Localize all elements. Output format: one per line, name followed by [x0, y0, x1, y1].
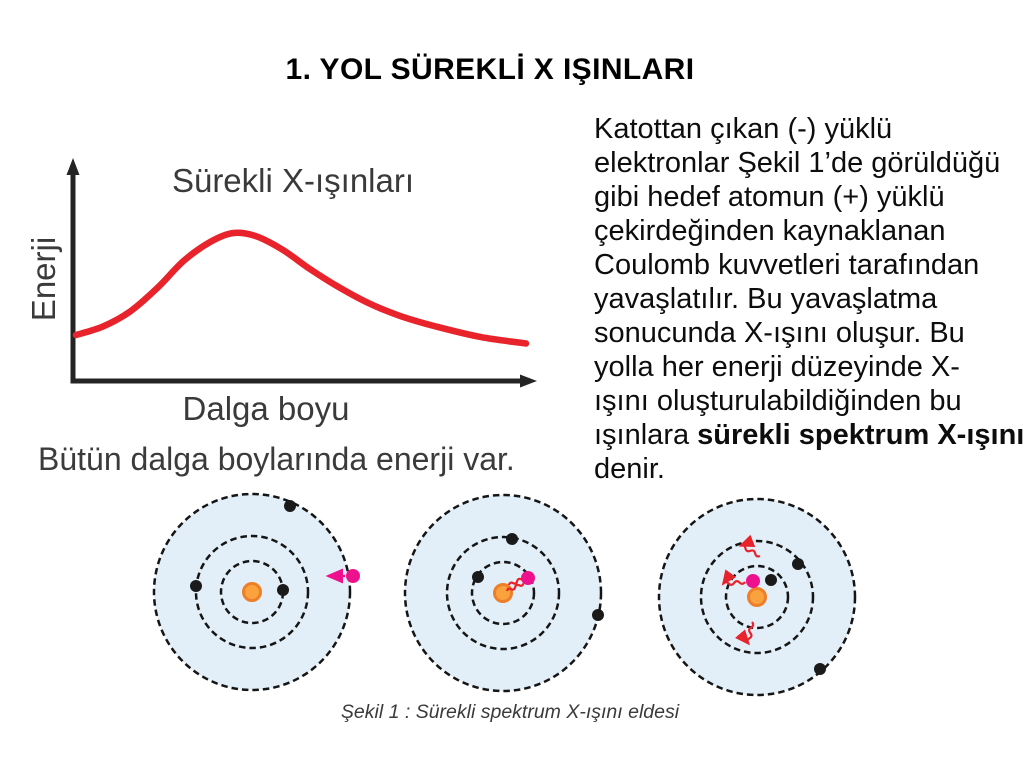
- body-text-line: ışınlara sürekli spektrum X-ışını: [594, 418, 1024, 452]
- inner-orbit: [470, 560, 536, 626]
- body-text-emphasis: sürekli spektrum X-ışını: [697, 419, 1024, 451]
- y-axis-arrowhead: [66, 158, 80, 175]
- inner-orbit: [724, 564, 790, 630]
- xray-wave-arrow: [738, 534, 761, 558]
- body-text-segment: ışınlara: [594, 419, 698, 451]
- nucleus-icon: [242, 582, 262, 602]
- incoming-electron-dot: [346, 569, 360, 583]
- middle-orbit: [194, 534, 310, 650]
- chart-note: Bütün dalga boylarında enerji var.: [38, 441, 515, 477]
- body-text-line: sonucunda X-ışını oluşur. Bu: [594, 317, 965, 349]
- atom-figure: [152, 492, 857, 697]
- body-text-line: gibi hedef atomun (+) yüklü: [594, 181, 945, 213]
- body-text-line: denir.: [594, 453, 665, 485]
- nucleus-icon: [747, 587, 767, 607]
- slide-title: 1. YOL SÜREKLİ X IŞINLARI: [285, 53, 695, 86]
- body-text-line: yolla her enerji düzeyinde X-: [594, 351, 960, 383]
- spectrum-curve: [72, 229, 530, 347]
- atom-diagram-deceleration: [403, 493, 604, 693]
- x-axis-label: Dalga boyu: [183, 390, 350, 427]
- body-text-line: elektronlar Şekil 1’de görüldüğü: [594, 147, 1001, 179]
- atom-diagram-xray-emission: [657, 497, 857, 697]
- electron-dot: [190, 580, 202, 592]
- body-text-line: Coulomb kuvvetleri tarafından: [594, 249, 980, 281]
- electron-dot: [472, 571, 484, 583]
- atom-diagram-incoming-electron: [152, 492, 360, 692]
- middle-orbit: [699, 539, 815, 655]
- electron-dot: [506, 533, 518, 545]
- x-axis-arrowhead: [520, 374, 537, 388]
- figure-caption: Şekil 1 : Sürekli spektrum X-ışını eldes…: [340, 701, 680, 723]
- chart-title: Sürekli X-ışınları: [172, 162, 414, 199]
- electron-dot: [814, 663, 826, 675]
- chart-axes: [66, 158, 537, 388]
- spectrum-chart: Sürekli X-ışınları Enerji Dalga boyu: [25, 158, 537, 427]
- decelerating-electron-dot: [521, 571, 535, 585]
- electron-dot: [284, 500, 296, 512]
- body-text-line: çekirdeğinden kaynaklanan: [594, 215, 946, 247]
- coulomb-wave-icon: [505, 583, 525, 592]
- y-axis-label: Enerji: [25, 237, 62, 321]
- emitting-electron-dot: [746, 574, 760, 588]
- xray-wave-arrow: [721, 569, 746, 586]
- body-text: Katottan çıkan (-) yüklü elektronlar Şek…: [594, 112, 1024, 486]
- body-text-line: ışını oluşturulabildiğinden bu: [594, 385, 962, 417]
- electron-dot: [792, 558, 804, 570]
- electron-dot: [277, 584, 289, 596]
- electron-dot: [592, 609, 604, 621]
- xray-wave-arrow: [734, 621, 755, 646]
- body-text-line: Katottan çıkan (-) yüklü: [594, 113, 893, 145]
- electron-dot: [765, 574, 777, 586]
- middle-orbit: [445, 535, 561, 651]
- nucleus-icon: [493, 583, 513, 603]
- body-text-line: yavaşlatılır. Bu yavaşlatma: [594, 283, 938, 315]
